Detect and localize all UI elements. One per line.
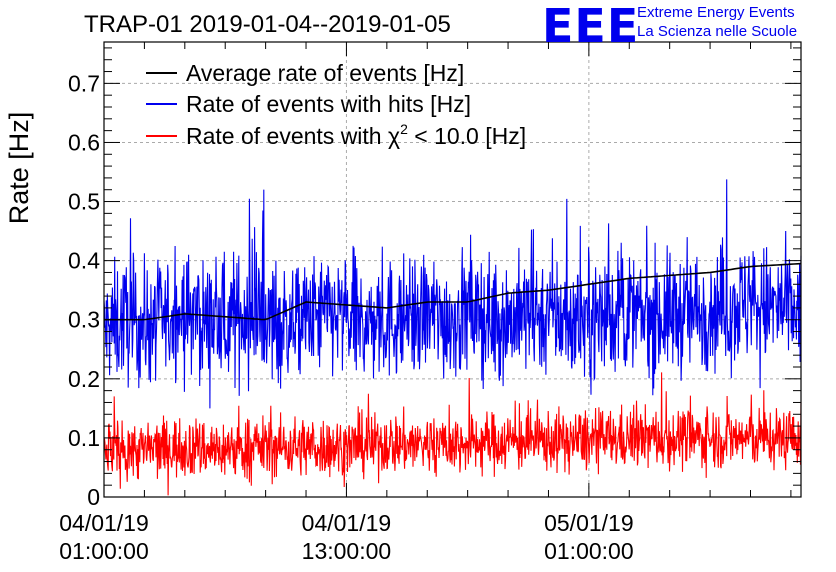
x-tick-label-date: 04/01/19 [302, 510, 392, 536]
axis-layer: 00.10.20.30.40.50.60.704/01/1901:00:0004… [59, 42, 801, 564]
legend: Average rate of events [Hz] Rate of even… [146, 60, 526, 149]
logo-caption: Extreme Energy Events La Scienza nelle S… [637, 3, 797, 41]
x-tick-label-time: 01:00:00 [59, 538, 149, 564]
legend-label-average: Average rate of events [Hz] [186, 60, 464, 86]
legend-label-chi2: Rate of events with χ2 < 10.0 [Hz] [186, 121, 526, 149]
logo-line-2: La Scienza nelle Scuole [637, 23, 798, 40]
x-tick-label-date: 04/01/19 [59, 510, 149, 536]
series-hits-line [103, 179, 802, 409]
legend-chi2-suffix: < 10.0 [Hz] [408, 123, 526, 149]
eee-logo: EEE [542, 0, 640, 53]
y-tick-label: 0.6 [68, 129, 100, 155]
x-tick-label-date: 05/01/19 [544, 510, 634, 536]
y-tick-label: 0.2 [68, 366, 100, 392]
x-tick-label-time: 01:00:00 [544, 538, 634, 564]
y-axis-label: Rate [Hz] [4, 112, 34, 225]
logo-line-1: Extreme Energy Events [637, 4, 795, 21]
data-layer [103, 179, 802, 496]
plot-frame [103, 41, 802, 498]
y-tick-label: 0.4 [68, 248, 100, 274]
legend-label-hits: Rate of events with hits [Hz] [186, 91, 471, 117]
grid-layer [104, 42, 801, 497]
legend-chi2-superscript: 2 [400, 121, 408, 137]
y-tick-label: 0.7 [68, 70, 100, 96]
y-tick-label: 0.3 [68, 307, 100, 333]
x-tick-label-time: 13:00:00 [302, 538, 392, 564]
series-chi2-line [103, 372, 802, 496]
chart-title: TRAP-01 2019-01-04--2019-01-05 [84, 11, 451, 38]
series-average-line [104, 262, 802, 321]
legend-chi2-prefix: Rate of events with χ [186, 123, 400, 149]
y-tick-label: 0.1 [68, 425, 100, 451]
y-tick-label: 0 [87, 484, 100, 510]
y-tick-label: 0.5 [68, 189, 100, 215]
